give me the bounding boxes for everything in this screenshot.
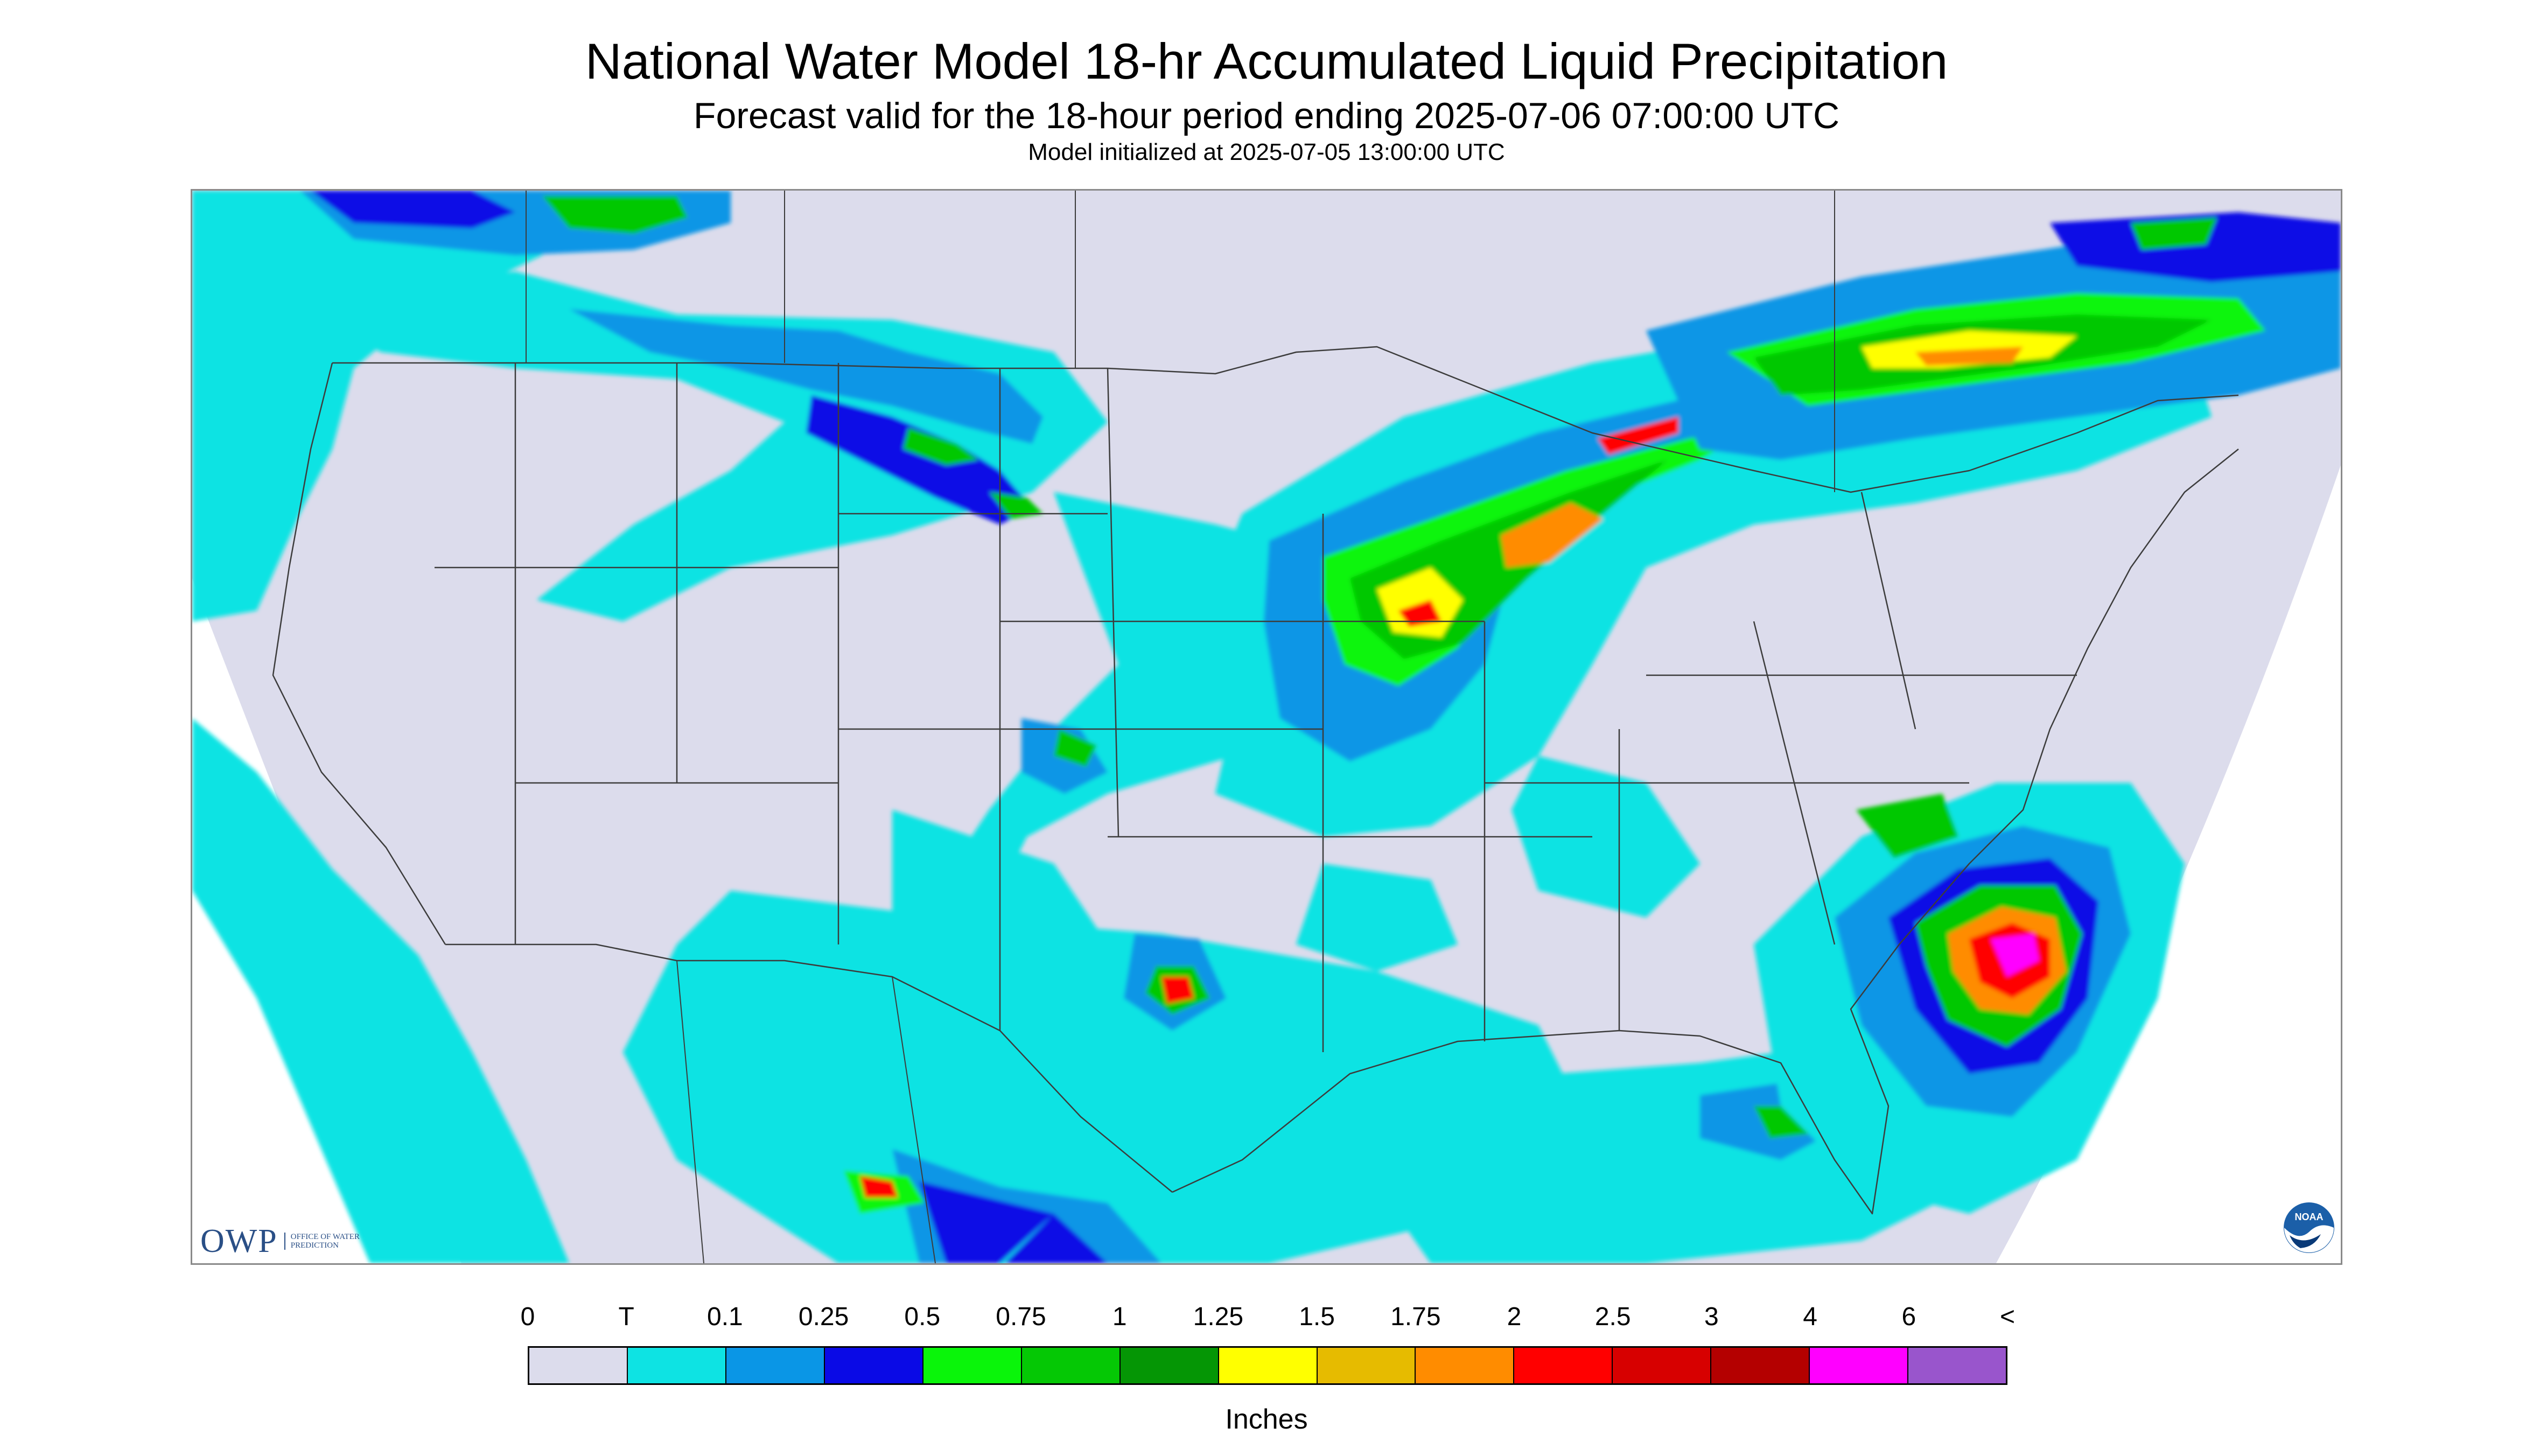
legend-tick-label: <	[1999, 1303, 2016, 1331]
legend-tick-label: 3	[1704, 1303, 1719, 1331]
legend-tick-label: 1	[1112, 1303, 1127, 1331]
legend-tick-label: 0	[520, 1303, 535, 1331]
legend-swatch	[529, 1348, 628, 1383]
legend-swatch	[1810, 1348, 1909, 1383]
legend-tick-label: 1.75	[1390, 1303, 1441, 1331]
noaa-logo: NOAA	[2283, 1201, 2335, 1254]
legend-tick-label: 4	[1803, 1303, 1817, 1331]
legend-swatch	[1711, 1348, 1810, 1383]
color-legend	[528, 1346, 2007, 1385]
legend-swatch	[1317, 1348, 1416, 1383]
legend-tick-label: 1.5	[1299, 1303, 1335, 1331]
legend-swatch	[824, 1348, 923, 1383]
legend-swatch	[1416, 1348, 1515, 1383]
owp-logo-text: OFFICE OF WATER PREDICTION	[284, 1233, 361, 1250]
legend-tick-label: 1.25	[1193, 1303, 1244, 1331]
legend-swatch	[1021, 1348, 1121, 1383]
legend-unit: Inches	[1225, 1404, 1308, 1435]
legend-swatch	[1219, 1348, 1318, 1383]
legend-tick-label: 2	[1507, 1303, 1522, 1331]
legend-tick-label: 2.5	[1594, 1303, 1631, 1331]
legend-swatch	[1120, 1348, 1219, 1383]
owp-logo: OWP OFFICE OF WATER PREDICTION	[200, 1222, 361, 1260]
state-boundaries	[272, 346, 2239, 1215]
map-subtitle: Forecast valid for the 18-hour period en…	[693, 95, 1840, 136]
noaa-logo-text: NOAA	[2295, 1212, 2324, 1222]
legend-tick-label: 6	[1901, 1303, 1916, 1331]
legend-tick-label: 0.75	[996, 1303, 1046, 1331]
model-init-text: Model initialized at 2025-07-05 13:00:00…	[1028, 139, 1505, 165]
legend-swatch	[1908, 1348, 2006, 1383]
left-outside-domain	[192, 578, 461, 1263]
map-canvas	[192, 191, 2341, 1263]
legend-tick-label: 0.5	[904, 1303, 941, 1331]
legend-swatch	[627, 1348, 726, 1383]
legend-tick-label: 0.1	[707, 1303, 743, 1331]
owp-logo-mark: OWP	[200, 1222, 278, 1259]
precipitation-map[interactable]	[191, 189, 2342, 1265]
legend-swatch	[923, 1348, 1022, 1383]
right-outside-domain	[1996, 465, 2341, 1263]
legend-swatch	[726, 1348, 825, 1383]
legend-swatch	[1613, 1348, 1712, 1383]
legend-swatch	[1514, 1348, 1613, 1383]
map-title: National Water Model 18-hr Accumulated L…	[585, 33, 1948, 89]
province-boundaries	[526, 191, 1835, 1263]
legend-tick-label: T	[618, 1303, 634, 1331]
legend-tick-label: 0.25	[798, 1303, 849, 1331]
